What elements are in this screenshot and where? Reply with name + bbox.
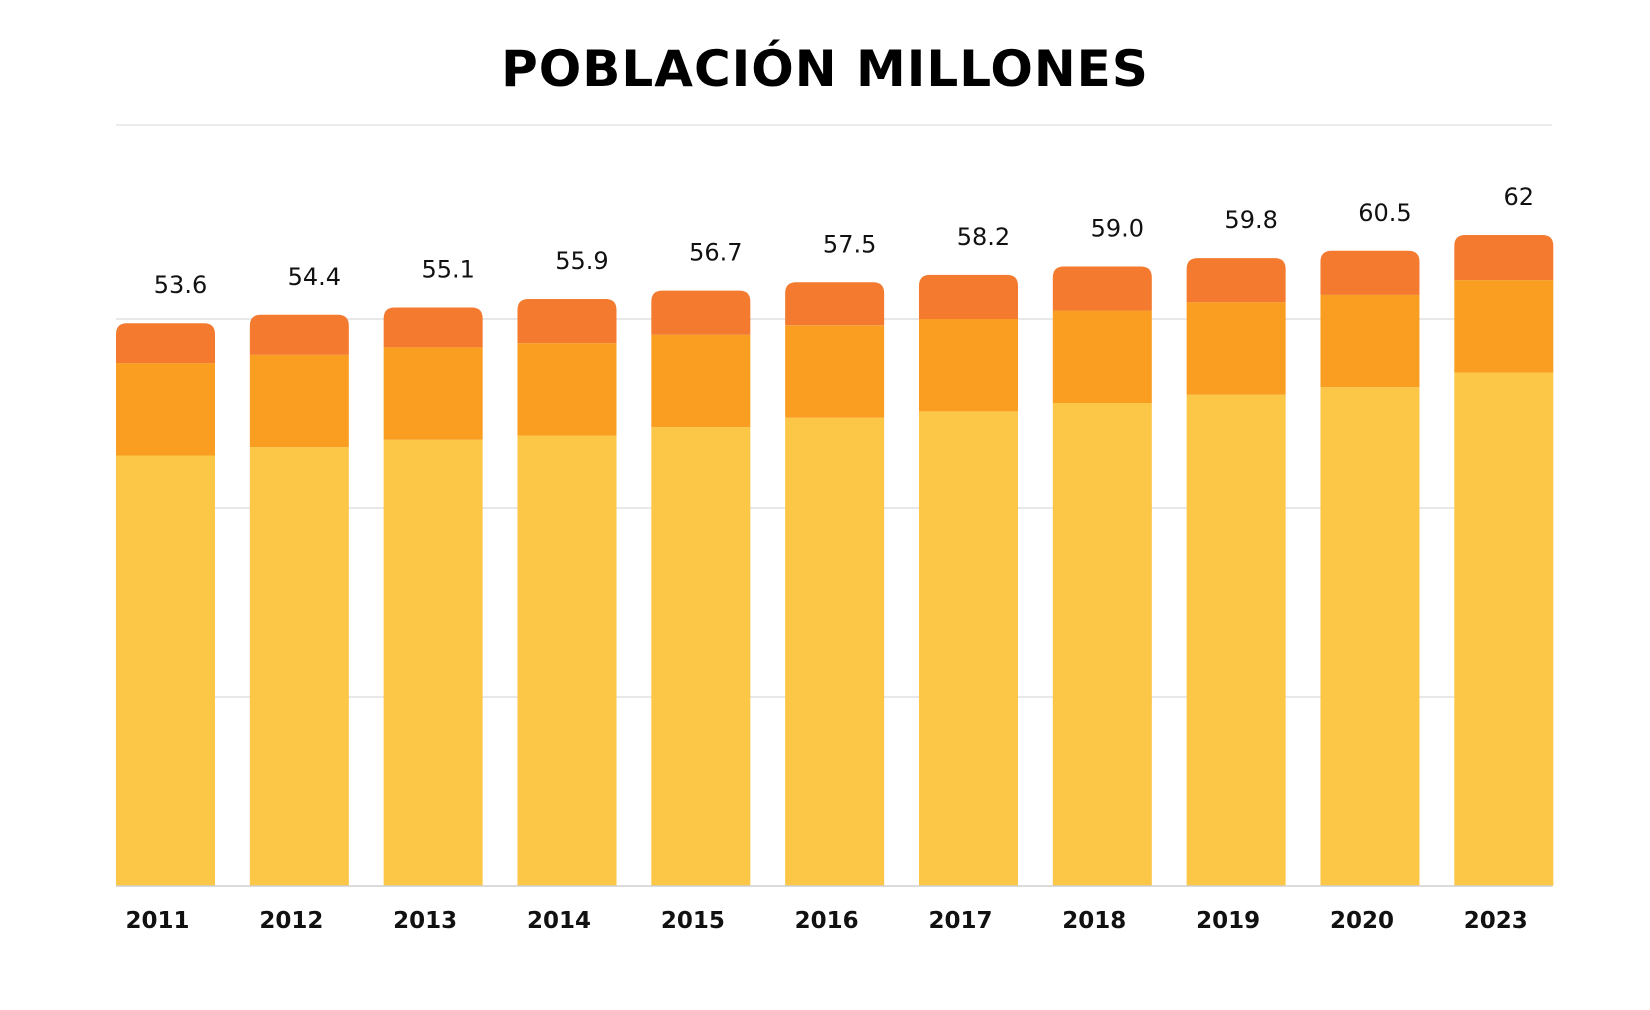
bar-group-2017 — [918, 274, 1018, 886]
x-tick-2012: 2012 — [259, 908, 323, 934]
bar-segment-2020-2 — [1320, 250, 1420, 295]
value-labels: 53.6 54.4 55.1 55.9 56.7 57.5 58.2 59.0 59.8 60.5… — [154, 183, 1534, 299]
bar-group-2023 — [1454, 235, 1554, 886]
x-tick-2019: 2019 — [1196, 908, 1260, 934]
bars — [116, 235, 1554, 886]
x-tick-2011: 2011 — [125, 908, 189, 934]
bar-segment-2017-0 — [918, 411, 1018, 886]
value-label-2015: 56.7 — [689, 239, 742, 267]
bar-segment-2017-2 — [918, 274, 1018, 319]
bar-segment-2020-1 — [1320, 294, 1420, 388]
value-label-2017: 58.2 — [957, 223, 1010, 251]
bar-group-2011 — [116, 323, 215, 886]
x-tick-2017: 2017 — [928, 908, 992, 934]
x-tick-2013: 2013 — [393, 908, 457, 934]
bar-group-2019 — [1186, 258, 1286, 886]
value-label-2016: 57.5 — [823, 230, 876, 258]
bar-segment-2023-0 — [1454, 372, 1554, 886]
x-tick-2018: 2018 — [1062, 908, 1126, 934]
bar-group-2012 — [249, 314, 349, 886]
bar-group-2015 — [651, 290, 751, 886]
bar-group-2014 — [517, 299, 617, 886]
bar-segment-2011-0 — [116, 455, 215, 886]
bar-segment-2014-0 — [517, 435, 617, 886]
x-tick-2015: 2015 — [661, 908, 725, 934]
bar-segment-2023-1 — [1454, 280, 1554, 373]
x-tick-2014: 2014 — [527, 908, 591, 934]
value-label-2012: 54.4 — [288, 263, 341, 291]
bar-segment-2013-1 — [383, 347, 483, 440]
bar-segment-2017-1 — [918, 319, 1018, 412]
bar-segment-2012-0 — [249, 447, 349, 886]
bar-segment-2015-0 — [651, 427, 751, 886]
value-label-2020: 60.5 — [1358, 199, 1411, 227]
bar-segment-2016-1 — [785, 325, 885, 418]
bar-group-2013 — [383, 307, 483, 886]
x-tick-2020: 2020 — [1330, 908, 1394, 934]
bar-segment-2014-2 — [517, 299, 617, 344]
bar-segment-2018-0 — [1052, 403, 1152, 886]
bar-segment-2016-0 — [785, 417, 885, 886]
bar-segment-2016-2 — [785, 282, 885, 326]
bar-group-2018 — [1052, 266, 1152, 886]
bar-segment-2023-2 — [1454, 235, 1554, 281]
value-label-2011: 53.6 — [154, 271, 207, 299]
value-label-2019: 59.8 — [1224, 206, 1277, 234]
value-label-2013: 55.1 — [421, 255, 474, 283]
bar-segment-2012-2 — [249, 314, 349, 355]
bar-segment-2013-0 — [383, 439, 483, 886]
x-tick-2023: 2023 — [1464, 908, 1528, 934]
bar-segment-2018-2 — [1052, 266, 1152, 311]
bar-segment-2011-2 — [116, 323, 215, 364]
bar-segment-2019-2 — [1186, 258, 1286, 303]
bar-segment-2012-1 — [249, 354, 349, 448]
value-label-2018: 59.0 — [1091, 215, 1144, 243]
value-label-2014: 55.9 — [555, 247, 608, 275]
bar-segment-2019-0 — [1186, 394, 1286, 886]
x-tick-labels: 2011 2012 2013 2014 2015 2016 2017 2018 2019 2020… — [125, 908, 1527, 934]
bar-group-2020 — [1320, 250, 1420, 886]
bar-segment-2020-0 — [1320, 387, 1420, 886]
bar-segment-2014-1 — [517, 343, 617, 436]
value-label-2023: 62 — [1504, 183, 1535, 211]
bar-group-2016 — [785, 282, 885, 886]
chart-title: POBLACIÓN MILLONES — [501, 40, 1149, 98]
bar-segment-2019-1 — [1186, 302, 1286, 395]
x-tick-2016: 2016 — [795, 908, 859, 934]
bar-segment-2011-1 — [116, 363, 215, 456]
bar-segment-2015-1 — [651, 334, 751, 428]
bar-segment-2013-2 — [383, 307, 483, 348]
bar-segment-2018-1 — [1052, 310, 1152, 403]
bar-segment-2015-2 — [651, 290, 751, 335]
